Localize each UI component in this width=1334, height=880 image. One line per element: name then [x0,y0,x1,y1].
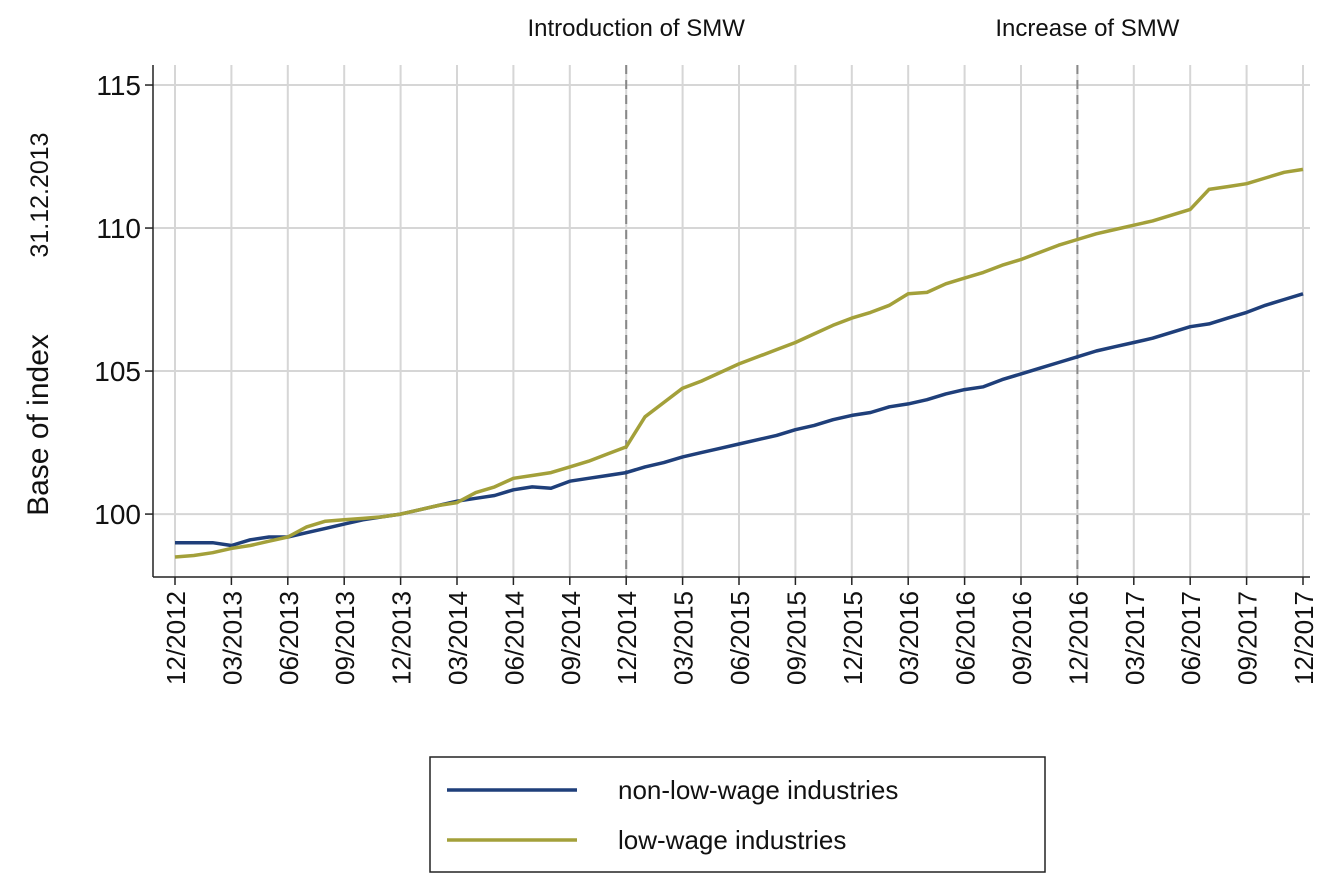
y-label: Base of index [22,334,55,516]
x-tick-label: 06/2017 [1176,591,1206,685]
legend-label: non-low-wage industries [618,775,898,805]
x-tick-label: 03/2017 [1120,591,1150,685]
x-tick-label: 06/2013 [274,591,304,685]
y-label-note: 31.12.2013 [26,132,54,257]
series-line [174,167,1304,559]
y-axis-title: Base of index 31.12.2013 [22,132,55,515]
x-tick-label: 03/2016 [894,591,924,685]
legend-box [429,756,1046,873]
x-tick-label: 03/2014 [443,591,473,685]
x-tick-label: 09/2017 [1233,591,1263,685]
x-tick-label: 09/2013 [330,591,360,685]
y-tick-label: 100 [94,499,141,530]
x-tick-label: 06/2016 [951,591,981,685]
x-tick-label: 12/2015 [838,591,868,685]
x-tick-label: 12/2014 [612,591,642,685]
y-tick-label: 105 [94,356,141,387]
y-tick-label: 110 [96,213,141,244]
x-tick-label: 03/2013 [217,591,247,685]
x-tick-label: 03/2015 [669,591,699,685]
annotation: Introduction of SMW [527,15,745,42]
x-tick-label: 12/2017 [1289,591,1319,685]
x-tick-label: 12/2013 [387,591,417,685]
x-tick-label: 09/2016 [1007,591,1037,685]
y-tick-label: 115 [96,70,141,101]
x-tick-label: 09/2015 [781,591,811,685]
annotation: Increase of SMW [995,15,1179,42]
x-tick-label: 09/2014 [556,591,586,685]
x-tick-label: 12/2012 [161,591,191,685]
legend-label: low-wage industries [618,825,846,855]
x-tick-label: 12/2016 [1063,591,1093,685]
x-tick-label: 06/2014 [499,591,529,685]
x-tick-label: 06/2015 [725,591,755,685]
